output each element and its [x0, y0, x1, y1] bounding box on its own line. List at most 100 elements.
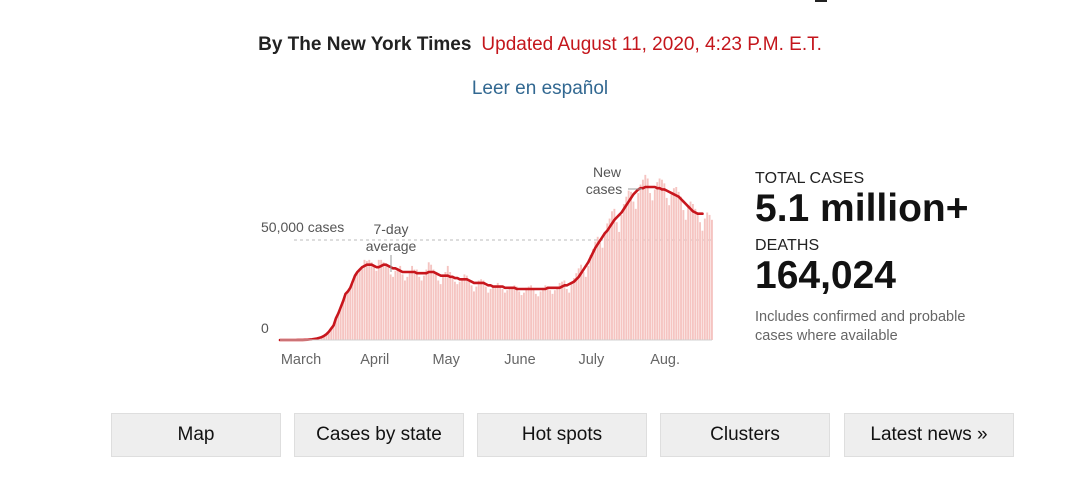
- new-cases-bar: [327, 331, 330, 340]
- x-tick-label: April: [360, 352, 389, 368]
- new-cases-bar: [470, 285, 473, 340]
- new-cases-bar: [456, 284, 459, 340]
- new-cases-bar: [520, 295, 523, 340]
- new-cases-bar: [427, 262, 430, 340]
- new-cases-bar: [537, 296, 540, 340]
- x-tick-label: Aug.: [650, 352, 680, 368]
- new-cases-bar: [637, 193, 640, 340]
- new-cases-bar: [549, 290, 552, 340]
- new-cases-bar: [325, 334, 328, 340]
- new-cases-bar: [699, 222, 701, 340]
- new-cases-bar: [363, 259, 366, 340]
- new-cases-bar: [480, 279, 483, 340]
- new-cases-bar: [553, 290, 556, 340]
- new-cases-bar: [444, 272, 447, 340]
- deaths-value: 164,024: [755, 253, 896, 297]
- new-cases-bar: [494, 285, 497, 340]
- new-cases-bar: [618, 231, 621, 340]
- new-cases-bar: [632, 201, 635, 340]
- cases-chart: 0 50,000 cases March April May June July Aug.…: [261, 164, 713, 368]
- new-cases-bar: [503, 292, 506, 340]
- new-cases-bar: [487, 292, 490, 340]
- new-cases-bar: [670, 194, 673, 340]
- new-cases-bar: [461, 278, 463, 340]
- new-cases-bar: [530, 285, 533, 340]
- new-cases-bar: [518, 291, 521, 340]
- new-cases-bar: [594, 241, 597, 340]
- new-cases-bar: [561, 281, 563, 340]
- new-cases-bar: [451, 275, 454, 340]
- new-cases-bar: [408, 273, 411, 340]
- map-button[interactable]: Map: [111, 413, 281, 457]
- x-tick-label: June: [504, 352, 535, 368]
- new-cases-bar: [603, 231, 606, 340]
- new-cases-bar: [334, 318, 337, 340]
- hot-spots-button[interactable]: Hot spots: [477, 413, 647, 457]
- new-cases-bar: [323, 335, 325, 340]
- new-cases-bar: [687, 206, 690, 340]
- avg-annotation: 7-day average: [366, 221, 417, 272]
- new-cases-bar: [515, 286, 518, 340]
- new-cases-bar: [415, 269, 418, 340]
- new-cases-bar: [544, 285, 547, 340]
- new-cases-bar: [477, 280, 480, 340]
- new-cases-bar: [423, 275, 425, 340]
- new-cases-bar: [572, 278, 575, 340]
- new-cases-bar: [511, 286, 513, 340]
- updated-timestamp: Updated August 11, 2020, 4:23 P.M. E.T.: [481, 34, 822, 55]
- cases-by-state-button[interactable]: Cases by state: [294, 413, 464, 457]
- new-annotation-line2: cases: [586, 181, 623, 197]
- new-cases-bar: [475, 286, 478, 340]
- new-cases-bar: [358, 269, 361, 340]
- new-cases-bar: [439, 284, 442, 340]
- new-cases-bar: [432, 269, 435, 340]
- new-cases-bar: [413, 269, 416, 340]
- new-cases-bar: [482, 280, 485, 340]
- new-cases-bar: [499, 285, 502, 340]
- byline-author: By The New York Times: [258, 34, 472, 55]
- new-cases-bar: [656, 182, 659, 340]
- new-cases-bar: [587, 265, 590, 340]
- new-cases-bar: [370, 262, 373, 340]
- new-cases-bar: [630, 191, 632, 340]
- top-edge-mark: [815, 0, 827, 2]
- new-cases-bar: [615, 222, 618, 340]
- new-cases-bar: [694, 208, 697, 340]
- new-cases-bar: [368, 259, 371, 340]
- new-cases-bar: [708, 214, 711, 340]
- cases-footnote: Includes confirmed and probable cases wh…: [755, 308, 966, 344]
- latest-news-button[interactable]: Latest news »: [844, 413, 1014, 457]
- new-cases-bar: [599, 242, 602, 340]
- new-cases-bar: [665, 197, 668, 340]
- spanish-link[interactable]: Leer en español: [471, 78, 609, 99]
- new-cases-annotation: New cases: [586, 164, 642, 197]
- new-annotation-line1: New: [593, 164, 622, 180]
- new-cases-bar: [546, 286, 549, 340]
- new-cases-bar: [680, 196, 682, 340]
- total-cases-value: 5.1 million+: [755, 187, 969, 230]
- new-cases-bar: [608, 218, 611, 340]
- new-cases-bar: [691, 204, 694, 340]
- new-cases-bar: [501, 289, 504, 340]
- new-cases-bar: [577, 268, 580, 340]
- new-cases-bar: [425, 269, 428, 340]
- new-cases-bar: [601, 247, 604, 340]
- new-cases-bar: [711, 219, 713, 340]
- new-cases-bar: [377, 259, 380, 340]
- y-tick-label-50000: 50,000 cases: [261, 219, 344, 235]
- new-cases-bar: [373, 267, 375, 340]
- new-cases-bar: [684, 219, 687, 340]
- new-cases-bar: [620, 214, 623, 340]
- new-cases-bar: [625, 196, 628, 340]
- new-cases-bar: [696, 212, 699, 340]
- new-cases-bar: [387, 267, 390, 340]
- x-tick-label: July: [578, 352, 605, 368]
- new-cases-bar: [611, 211, 613, 340]
- new-cases-bar: [394, 270, 397, 340]
- stats-panel: TOTAL CASES 5.1 million+ DEATHS 164,024 …: [755, 170, 995, 346]
- new-cases-bar: [468, 279, 471, 340]
- new-cases-bar: [580, 264, 582, 340]
- clusters-button[interactable]: Clusters: [660, 413, 830, 457]
- new-cases-bar: [523, 292, 525, 340]
- new-cases-bar: [465, 275, 468, 340]
